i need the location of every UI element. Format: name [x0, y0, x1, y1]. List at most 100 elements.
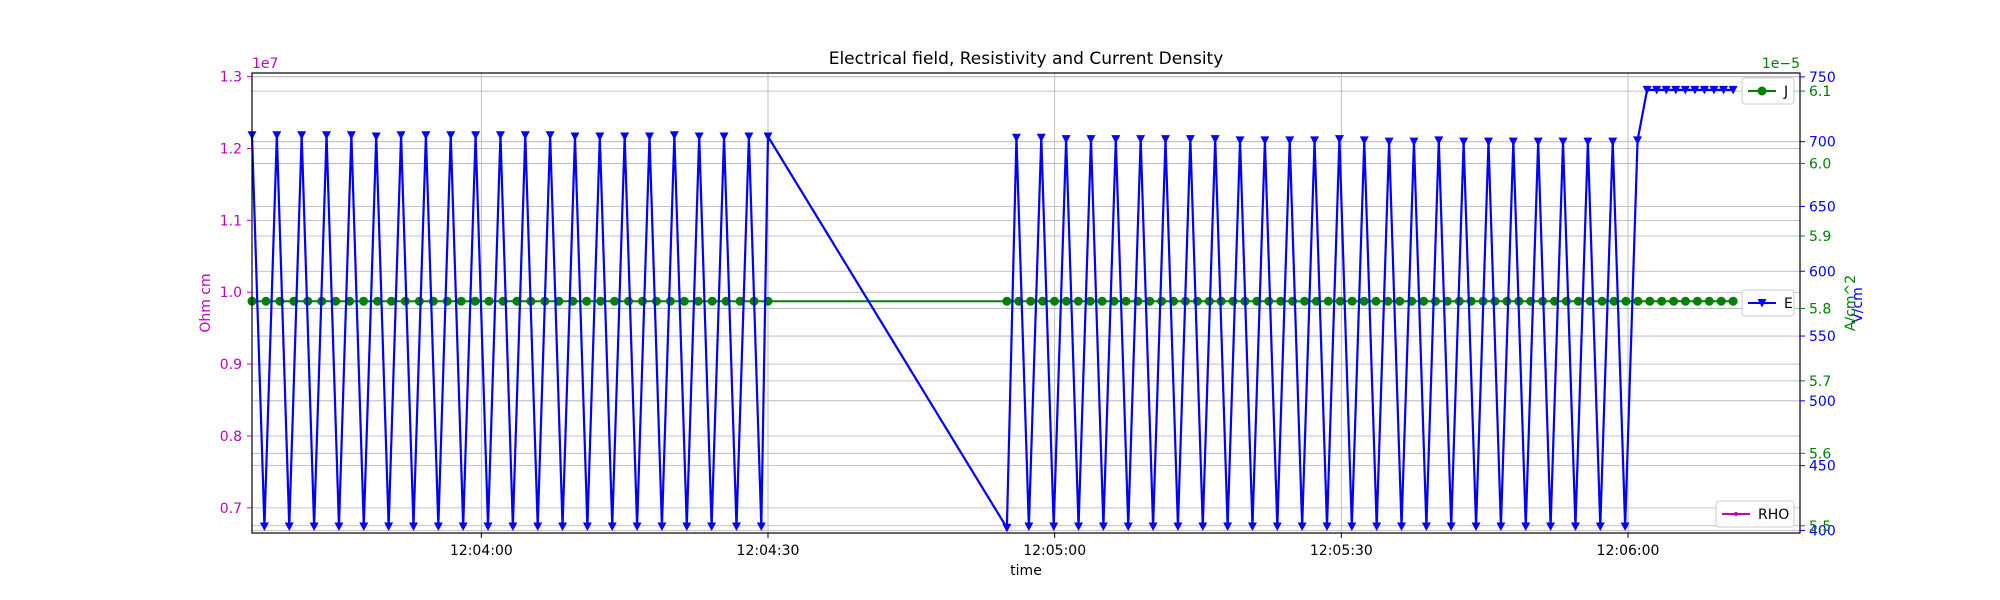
e-point	[471, 131, 481, 140]
j-point	[373, 296, 383, 306]
j-point	[1192, 296, 1202, 306]
x-tick-label: 12:04:00	[450, 543, 513, 559]
e-point	[1322, 522, 1332, 532]
j-point	[693, 296, 703, 306]
e-point	[1409, 137, 1419, 147]
e-point	[1210, 135, 1220, 144]
e-point	[408, 522, 418, 532]
x-tick-label: 12:04:30	[737, 543, 800, 559]
legend-e: E	[1741, 289, 1795, 317]
e-point	[297, 131, 307, 140]
e-point	[1471, 522, 1481, 532]
e-point	[1642, 85, 1652, 95]
j-point	[1145, 296, 1155, 306]
e-point	[1334, 135, 1344, 144]
left-tick-label: 1.1	[220, 213, 242, 229]
left-tick-label: 0.7	[220, 501, 242, 517]
e-point	[1024, 522, 1034, 532]
e-point	[669, 131, 679, 140]
e-point	[1310, 136, 1320, 145]
e-point	[607, 522, 617, 532]
j-point	[735, 296, 745, 306]
e-point	[520, 131, 530, 140]
e-point	[1483, 137, 1493, 147]
j-point	[1692, 296, 1702, 306]
e-point	[1297, 522, 1307, 532]
e-point	[1680, 85, 1690, 95]
e-point	[508, 522, 518, 532]
x-axis: 12:04:00 12:04:30 12:05:00 12:05:30 12:06:00	[450, 533, 1660, 559]
j-point	[624, 296, 634, 306]
j-point	[1645, 296, 1655, 306]
right-j-tick-label: 5.8	[1809, 301, 1831, 317]
e-point	[458, 522, 468, 532]
e-point	[744, 132, 754, 141]
e-point	[694, 132, 704, 141]
right-j-tick-label: 5.5	[1809, 519, 1831, 535]
j-point	[665, 296, 675, 306]
j-point	[331, 296, 341, 306]
j-point	[1050, 296, 1060, 306]
right-axis-e: 400 450 500 550 600 650 700 750	[1800, 70, 1836, 539]
x-tick-label: 12:05:00	[1023, 543, 1086, 559]
e-point	[632, 522, 642, 532]
right-e-tick-label: 750	[1809, 70, 1836, 86]
j-point	[1276, 296, 1286, 306]
e-point	[1583, 137, 1593, 147]
j-point	[1430, 296, 1440, 306]
e-point	[1359, 136, 1369, 145]
e-point	[1652, 85, 1662, 95]
e-point	[1185, 135, 1195, 144]
j-point	[1561, 296, 1571, 306]
e-point	[1446, 522, 1456, 532]
j-point	[456, 296, 466, 306]
x-axis-label: time	[1010, 563, 1042, 579]
e-point	[1620, 522, 1630, 532]
legend-j: J	[1741, 77, 1795, 105]
e-point	[756, 522, 766, 532]
j-point	[610, 296, 620, 306]
e-point	[1699, 85, 1709, 95]
right-e-tick-label: 650	[1809, 199, 1836, 215]
j-point	[1371, 296, 1381, 306]
left-tick-label: 1.0	[220, 285, 242, 301]
legend-marker	[1734, 512, 1738, 516]
chart-title: Electrical field, Resistivity and Curren…	[829, 49, 1224, 69]
j-point	[1657, 296, 1667, 306]
e-point	[421, 131, 431, 140]
e-point	[371, 132, 381, 141]
e-point	[1397, 522, 1407, 532]
e-point	[446, 131, 456, 140]
e-point	[1521, 522, 1531, 532]
e-point	[1384, 137, 1394, 147]
e-point	[1570, 522, 1580, 532]
e-point	[483, 522, 493, 532]
e-point	[384, 522, 394, 532]
e-point	[707, 522, 717, 532]
j-point	[1038, 296, 1048, 306]
j-point	[1419, 296, 1429, 306]
x-tick-label: 12:05:30	[1310, 543, 1373, 559]
j-point	[1300, 296, 1310, 306]
e-point	[1546, 522, 1556, 532]
e-point	[1011, 133, 1021, 143]
e-point	[1247, 522, 1257, 532]
e-point	[1285, 136, 1295, 145]
left-axis-label: Ohm cm	[198, 273, 214, 332]
j-point	[1704, 296, 1714, 306]
e-point	[1728, 85, 1738, 95]
x-tick-label: 12:06:00	[1597, 543, 1660, 559]
j-point	[1228, 296, 1238, 306]
e-point	[272, 131, 282, 140]
e-point	[396, 131, 406, 140]
j-point	[1395, 296, 1405, 306]
right-e-tick-label: 600	[1809, 264, 1836, 280]
j-point	[1633, 296, 1643, 306]
e-point	[1074, 522, 1084, 532]
j-point	[1621, 296, 1631, 306]
right-j-tick-label: 5.7	[1809, 374, 1831, 390]
j-point	[679, 296, 689, 306]
j-point	[261, 296, 271, 306]
e-point	[1002, 523, 1012, 533]
right-axis-j-label: A/cm^2	[1843, 275, 1859, 331]
